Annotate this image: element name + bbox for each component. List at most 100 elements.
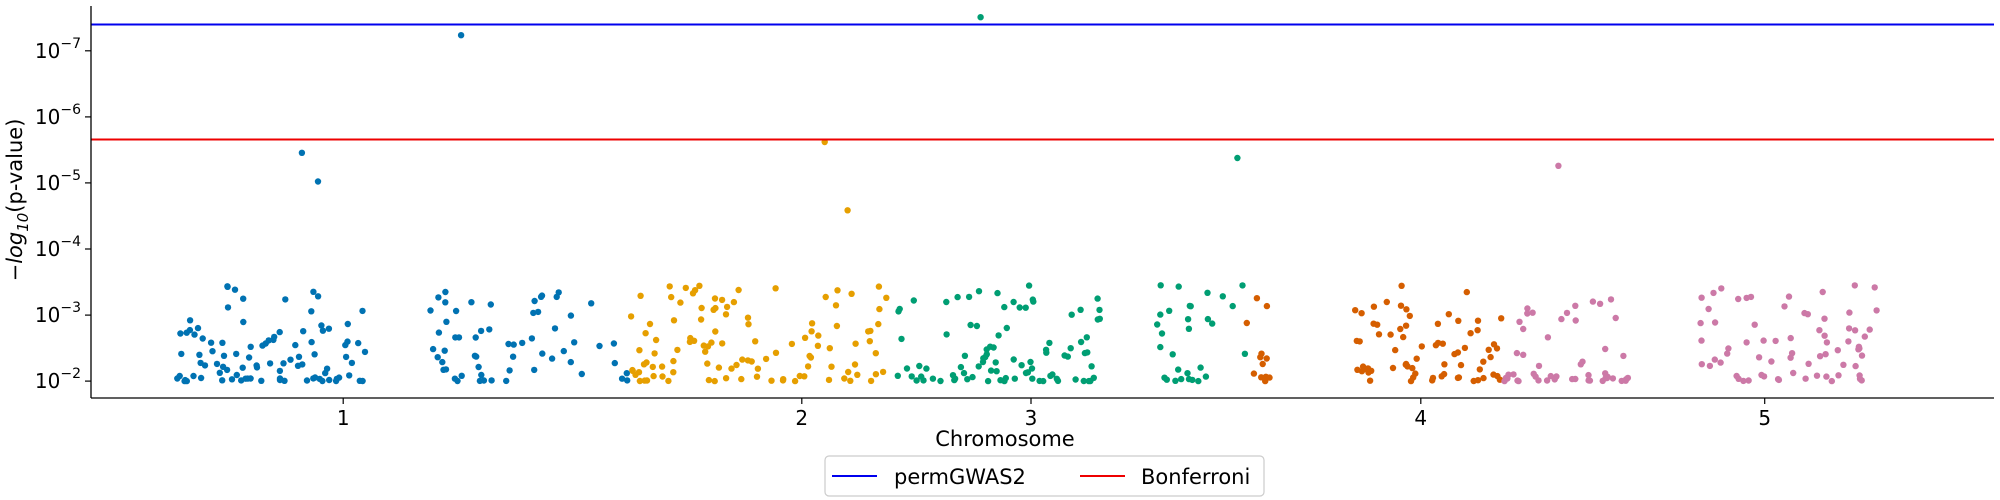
data-point	[753, 373, 761, 380]
data-point	[310, 288, 317, 295]
data-point	[1175, 283, 1182, 290]
data-point	[993, 368, 1000, 375]
x-tick-label: 4	[1414, 406, 1427, 430]
data-point	[808, 328, 815, 335]
data-point	[1572, 317, 1579, 324]
data-point	[1851, 327, 1859, 334]
data-point	[452, 334, 459, 341]
data-point	[1356, 338, 1363, 345]
data-point	[1094, 295, 1101, 302]
data-point	[233, 371, 240, 379]
data-point	[875, 320, 882, 328]
data-point	[194, 324, 202, 332]
data-point	[538, 292, 546, 299]
data-point	[1589, 298, 1597, 305]
data-point	[867, 327, 874, 335]
data-point	[973, 322, 981, 330]
data-point	[1083, 334, 1091, 341]
data-point	[1781, 303, 1788, 310]
data-point	[1846, 309, 1853, 316]
data-point	[1178, 375, 1185, 383]
data-point	[1520, 351, 1527, 358]
data-point	[910, 297, 917, 304]
data-point	[1490, 341, 1498, 348]
data-point	[1187, 303, 1194, 310]
data-point	[733, 361, 740, 369]
data-point	[1047, 372, 1054, 380]
data-point	[1429, 374, 1437, 382]
data-point	[596, 342, 603, 350]
data-point	[983, 346, 990, 353]
data-point	[1476, 366, 1484, 373]
data-point	[876, 305, 883, 313]
data-point	[439, 358, 446, 366]
data-point	[929, 375, 937, 382]
data-point	[247, 343, 254, 350]
data-point	[762, 355, 770, 363]
data-point	[646, 320, 654, 328]
data-point	[506, 367, 513, 374]
y-ticks: 10−7 10−6 10−5 10−4 10−3 10−2	[35, 36, 91, 393]
data-point	[1370, 303, 1378, 310]
data-point	[1068, 311, 1075, 318]
data-point	[505, 340, 512, 348]
data-point	[894, 372, 901, 379]
data-point	[1011, 375, 1018, 382]
data-point	[1717, 359, 1724, 366]
data-point	[588, 300, 595, 307]
data-point	[318, 322, 325, 329]
data-point	[311, 374, 319, 381]
data-point	[308, 308, 315, 315]
significant-point	[977, 14, 984, 21]
data-point	[1370, 320, 1377, 327]
data-point	[280, 360, 287, 367]
data-point	[480, 377, 488, 384]
data-point	[808, 320, 816, 327]
data-point	[1819, 288, 1826, 296]
data-point	[636, 347, 643, 354]
data-point	[1705, 305, 1712, 313]
data-point	[1202, 373, 1210, 380]
data-point	[728, 365, 735, 372]
data-point	[1053, 375, 1061, 382]
data-point	[231, 286, 239, 293]
data-point	[643, 377, 651, 384]
data-point	[578, 370, 585, 378]
data-point	[718, 296, 726, 304]
data-point	[1185, 325, 1193, 332]
data-point	[1028, 365, 1036, 372]
data-point	[1081, 349, 1089, 357]
data-point	[1558, 315, 1565, 323]
data-point	[841, 375, 848, 382]
data-point	[879, 368, 887, 376]
data-point	[964, 376, 971, 383]
data-point	[723, 303, 731, 311]
data-point	[1434, 320, 1442, 327]
data-points	[174, 14, 1880, 385]
data-point	[1258, 374, 1265, 381]
data-point	[325, 325, 333, 332]
y-tick-label: 10−7	[35, 36, 81, 63]
data-point	[637, 292, 644, 299]
data-point	[1434, 339, 1442, 347]
data-point	[1445, 311, 1453, 318]
data-point	[1241, 350, 1249, 357]
data-point	[442, 299, 449, 306]
data-point	[815, 332, 822, 339]
data-point	[1602, 345, 1609, 353]
data-point	[224, 304, 232, 311]
data-point	[1455, 374, 1463, 381]
data-point	[1157, 282, 1164, 289]
data-point	[1873, 307, 1880, 314]
data-point	[903, 365, 911, 372]
y-tick-label: 10−3	[35, 300, 81, 327]
data-point	[1352, 307, 1359, 314]
data-point	[1259, 360, 1266, 368]
data-point	[186, 317, 194, 324]
data-point	[772, 285, 779, 292]
data-point	[712, 328, 719, 335]
data-point	[651, 350, 658, 357]
y-axis-label-sub: 10	[14, 213, 32, 232]
data-point	[488, 377, 495, 384]
